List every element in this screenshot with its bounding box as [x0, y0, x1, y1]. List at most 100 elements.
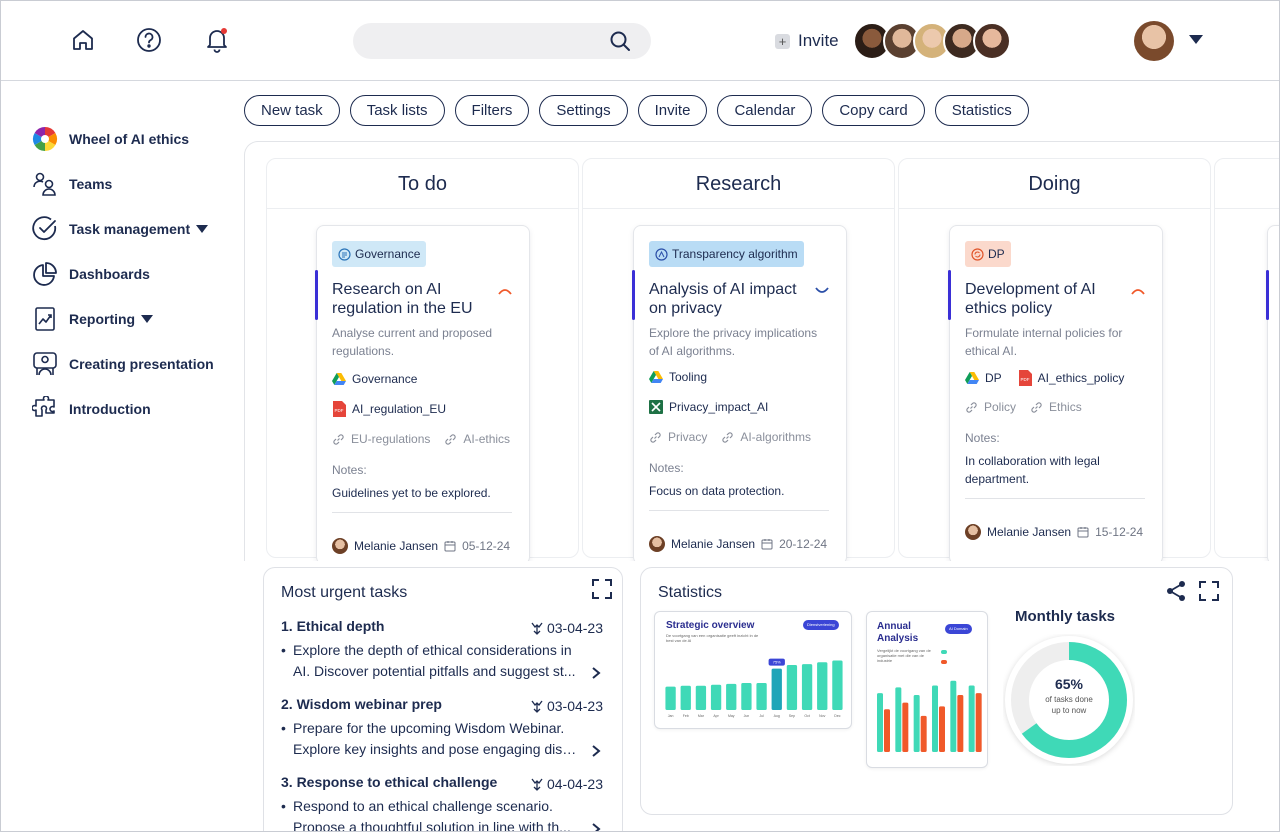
strategic-overview-chart[interactable]: Strategic overview De voortgang van een … [654, 611, 852, 729]
expand-icon[interactable] [592, 579, 612, 599]
sidebar-item-teams[interactable]: Teams [31, 170, 241, 198]
card-drive-folder[interactable]: Tooling [649, 370, 707, 384]
home-icon[interactable] [69, 25, 97, 55]
chart-filter-pill[interactable]: Dienstverlening [803, 620, 839, 630]
invite-toolbar-button[interactable]: Invite [637, 95, 708, 126]
expand-icon[interactable] [1199, 581, 1219, 601]
task-card[interactable]: DP Development of AI ethics policy Formu… [948, 225, 1163, 561]
card-tag[interactable]: DP [965, 241, 1011, 267]
urgent-task-item[interactable]: 3. Response to ethical challenge 04-04-2… [281, 774, 603, 832]
task-lists-button[interactable]: Task lists [349, 95, 445, 126]
owner-name: Melanie Jansen [987, 525, 1072, 539]
sidebar-item-creating-presentation[interactable]: Creating presentation [31, 350, 241, 378]
user-menu-chevron-down-icon[interactable] [1189, 35, 1203, 44]
filters-button[interactable]: Filters [454, 95, 530, 126]
card-attachment[interactable]: Privacy_impact_AI [649, 399, 768, 415]
chevron-up-icon[interactable] [1130, 286, 1146, 296]
bar [801, 664, 813, 710]
owner-avatar[interactable] [965, 524, 981, 540]
chevron-right-icon[interactable] [589, 822, 603, 832]
chevron-down-icon[interactable] [814, 286, 830, 296]
description-line: Prepare for the upcoming Wisdom Webinar. [293, 720, 565, 736]
sidebar-item-label: Reporting [69, 311, 136, 327]
monthly-tasks-donut[interactable] [1003, 634, 1135, 766]
bar [726, 683, 737, 710]
urgent-task-date: 04-04-23 [530, 776, 603, 792]
data-label: 75% [773, 660, 781, 665]
search-input[interactable] [353, 23, 593, 59]
chevron-down-icon[interactable] [141, 315, 154, 323]
due-date: 15-12-24 [1095, 525, 1144, 539]
legend-swatch [941, 650, 947, 654]
chevron-up-icon[interactable] [497, 286, 513, 296]
notification-bell-icon[interactable] [203, 25, 231, 55]
donut-progress-arc [1011, 642, 1127, 758]
new-task-button[interactable]: New task [244, 95, 340, 126]
urgent-task-title: 1. Ethical depth [281, 618, 385, 634]
sidebar-item-task-management[interactable]: Task management [31, 215, 241, 243]
owner-avatar[interactable] [332, 538, 348, 554]
card-tag[interactable]: Governance [332, 241, 427, 267]
avatar[interactable] [973, 22, 1011, 60]
chart-filter-pill[interactable]: AI Domain [945, 624, 972, 634]
card-accent-bar [948, 270, 951, 320]
sidebar-item-dashboards[interactable]: Dashboards [31, 260, 241, 288]
drive-folder-label[interactable]: DP [985, 371, 1002, 385]
attachment-label[interactable]: AI_ethics_policy [1037, 371, 1125, 385]
sidebar-item-label: Wheel of AI ethics [69, 131, 190, 147]
card-accent-bar [315, 270, 318, 320]
settings-button[interactable]: Settings [539, 95, 628, 126]
card-links: Policy Ethics [965, 400, 1082, 414]
card-attachment[interactable]: PDF AI_regulation_EU [332, 401, 446, 417]
owner-avatar[interactable] [649, 536, 665, 552]
task-card[interactable] [1266, 225, 1279, 561]
urgent-task-date: 03-04-23 [530, 620, 603, 636]
link-tag[interactable]: AI-algorithms [740, 430, 812, 444]
sidebar-item-wheel-of-ai-ethics[interactable]: Wheel of AI ethics [31, 125, 241, 153]
bar [695, 685, 707, 710]
pdf-file-icon: PDF [1018, 370, 1032, 386]
google-drive-icon [649, 371, 663, 383]
bar [741, 683, 752, 710]
help-icon[interactable] [135, 25, 163, 55]
card-description: Analyse current and proposed regulations… [332, 326, 493, 358]
annual-analysis-chart[interactable]: Annual Analysis Vergelijkt de voortgang … [866, 611, 988, 768]
link-tag[interactable]: Policy [984, 400, 1017, 414]
owner-name: Melanie Jansen [354, 539, 439, 553]
search-icon[interactable] [609, 30, 631, 52]
card-description: Formulate internal policies for ethical … [965, 326, 1123, 358]
chevron-down-icon[interactable] [196, 225, 209, 233]
statistics-button[interactable]: Statistics [934, 95, 1029, 126]
link-icon [1031, 401, 1042, 413]
chevron-right-icon[interactable] [589, 666, 603, 680]
urgent-task-item[interactable]: 2. Wisdom webinar prep 03-04-23 Prepare … [281, 696, 603, 760]
invite-label: Invite [798, 31, 839, 50]
link-tag[interactable]: Privacy [668, 430, 708, 444]
link-tag[interactable]: EU-regulations [351, 432, 431, 446]
link-tag[interactable]: AI-ethics [463, 432, 511, 446]
description-line: Propose a thoughtful solution in line wi… [293, 819, 571, 832]
link-tag[interactable]: Ethics [1049, 400, 1082, 414]
tick-label: Dec [834, 714, 840, 718]
sidebar-item-introduction[interactable]: Introduction [31, 395, 241, 423]
card-drive-folder[interactable]: Governance [332, 372, 417, 386]
share-icon[interactable] [1165, 580, 1187, 602]
calendar-button[interactable]: Calendar [717, 95, 813, 126]
description-line: Explore the depth of ethical considerati… [293, 642, 572, 658]
top-bar: + Invite [1, 1, 1279, 81]
link-icon [445, 433, 457, 445]
card-tag[interactable]: Transparency algorithm [649, 241, 804, 267]
chevron-right-icon[interactable] [589, 744, 603, 758]
urgent-task-item[interactable]: 1. Ethical depth 03-04-23 Explore the de… [281, 618, 603, 682]
svg-text:PDF: PDF [1020, 377, 1029, 382]
column-to-do: To do Governance Research on AI regulati… [266, 158, 579, 561]
chart-title: Strategic overview [666, 620, 755, 631]
copy-card-button[interactable]: Copy card [822, 95, 925, 126]
team-avatars[interactable] [853, 22, 1011, 60]
task-card[interactable]: Governance Research on AI regulation in … [315, 225, 530, 561]
column-research: Research Transparency algorithm Analysis… [582, 158, 895, 561]
invite-button[interactable]: + Invite [775, 29, 839, 53]
task-card[interactable]: Transparency algorithm Analysis of AI im… [632, 225, 847, 561]
sidebar-item-reporting[interactable]: Reporting [31, 305, 241, 333]
user-avatar[interactable] [1134, 21, 1174, 61]
